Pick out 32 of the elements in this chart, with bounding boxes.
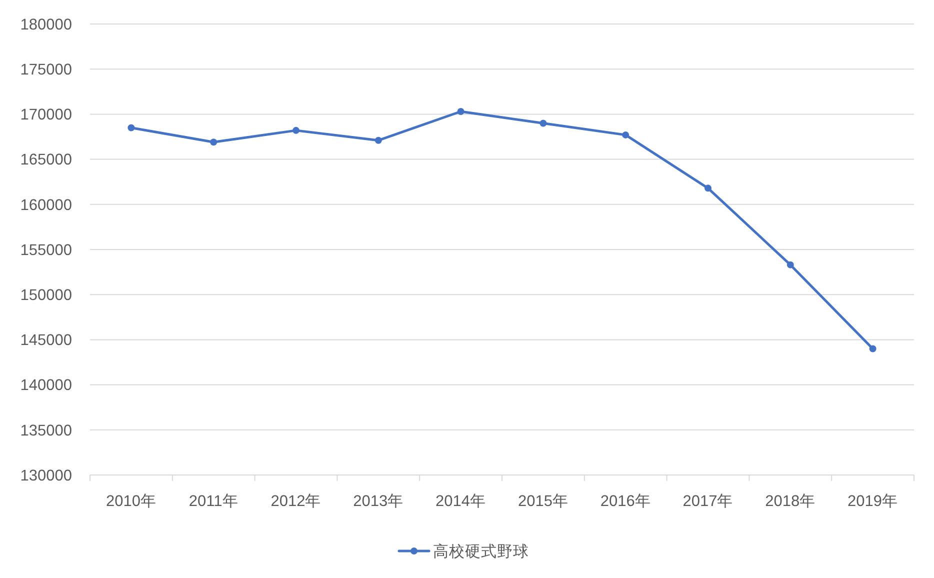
point bbox=[457, 108, 464, 115]
y-tick-label: 140000 bbox=[20, 377, 72, 394]
y-tick-label: 135000 bbox=[20, 422, 72, 440]
x-tick-label: 2012年 bbox=[270, 493, 322, 510]
point bbox=[374, 136, 382, 144]
legend-label: 高校硬式野球 bbox=[433, 542, 529, 560]
y-tick-label: 130000 bbox=[20, 467, 72, 484]
x-tick-label: 2013年 bbox=[353, 493, 404, 510]
point bbox=[210, 138, 218, 146]
point bbox=[292, 126, 300, 134]
x-tick-label: 2018年 bbox=[765, 493, 816, 510]
point bbox=[622, 131, 630, 138]
x-tick-label: 2015年 bbox=[518, 493, 568, 510]
x-tick-label: 2011年 bbox=[188, 493, 238, 510]
y-tick-label: 145000 bbox=[20, 332, 72, 350]
x-tick-label: 2016年 bbox=[600, 493, 651, 510]
point bbox=[869, 345, 876, 352]
x-tick-label: 2010年 bbox=[106, 493, 156, 510]
point bbox=[704, 184, 712, 192]
y-tick-label: 170000 bbox=[20, 106, 72, 124]
y-tick-label: 180000 bbox=[20, 16, 72, 34]
y-tick-label: 160000 bbox=[20, 196, 72, 214]
point bbox=[128, 124, 135, 132]
x-tick-label: 2017年 bbox=[682, 493, 734, 510]
y-tick-label: 175000 bbox=[20, 62, 72, 79]
point bbox=[786, 261, 794, 268]
y-tick-label: 155000 bbox=[20, 242, 72, 259]
x-tick-label: 2014年 bbox=[436, 493, 486, 510]
y-tick-label: 150000 bbox=[20, 287, 72, 304]
y-tick-label: 165000 bbox=[20, 152, 72, 169]
x-tick-label: 2019年 bbox=[848, 493, 898, 510]
point bbox=[540, 120, 547, 127]
